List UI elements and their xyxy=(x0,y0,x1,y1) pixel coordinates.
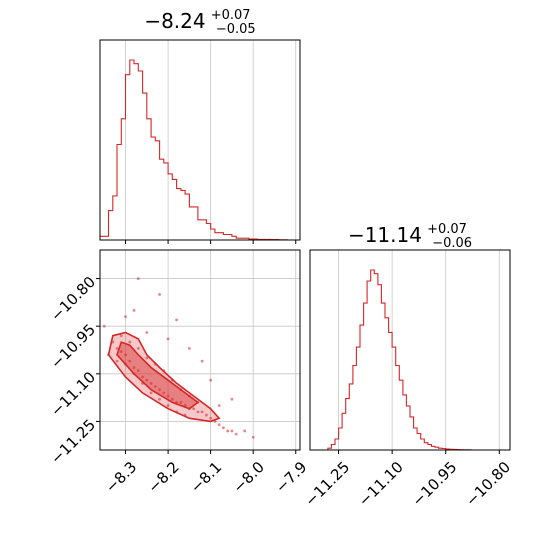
sample-point xyxy=(200,410,204,414)
sample-point xyxy=(119,350,123,353)
sample-point xyxy=(128,359,132,363)
sample-point xyxy=(166,404,170,407)
sample-point xyxy=(124,315,127,319)
title-value: −8.24 xyxy=(144,9,205,33)
sample-point xyxy=(128,340,132,344)
sample-point xyxy=(162,391,166,395)
sample-point xyxy=(243,429,247,433)
title-upper-error: +0.07 xyxy=(211,8,251,23)
sample-point xyxy=(200,359,204,363)
sample-point xyxy=(136,347,140,350)
x-tick-label: −8.2 xyxy=(144,458,182,496)
sample-point xyxy=(175,318,178,322)
sample-point xyxy=(136,369,140,373)
marginal-histogram-y: −11.25 −11.10 −10.95 −10.80 −11.14 +0.07 −0… xyxy=(301,218,514,510)
sample-point xyxy=(153,385,157,388)
sample-point xyxy=(230,397,234,401)
y-tick-label: −10.95 xyxy=(47,321,99,373)
sample-point xyxy=(166,394,170,398)
sample-point xyxy=(145,331,149,334)
sample-point xyxy=(115,347,119,350)
axes-frame xyxy=(99,39,301,241)
sample-point xyxy=(136,277,140,280)
sample-point xyxy=(158,397,161,401)
x-tick-label: −8.0 xyxy=(229,458,267,496)
x-tick-label: −10.80 xyxy=(462,458,514,510)
x-tick-label: −10.95 xyxy=(408,458,460,510)
marginal-title-x: −8.24 +0.07 −0.05 xyxy=(144,4,255,37)
x-tick-label: −8.1 xyxy=(187,458,225,496)
sample-point xyxy=(217,423,221,427)
sample-point xyxy=(217,404,221,407)
sample-point xyxy=(119,334,123,338)
sample-point xyxy=(102,324,106,328)
sample-point xyxy=(179,400,183,404)
sample-point xyxy=(132,308,136,312)
title-lower-error: −0.06 xyxy=(432,236,472,251)
sample-point xyxy=(124,353,127,357)
axes-frame xyxy=(99,249,301,451)
sample-point xyxy=(145,378,149,382)
x-tick-label: −11.10 xyxy=(355,458,407,510)
marginal-histogram-x: −8.24 +0.07 −0.05 xyxy=(99,4,301,244)
title-value: −11.14 xyxy=(348,223,422,247)
sample-point xyxy=(115,359,119,363)
sample-point xyxy=(226,429,230,433)
sample-point xyxy=(234,432,238,436)
sample-point xyxy=(149,381,153,385)
contour-inner xyxy=(116,341,200,410)
sample-point xyxy=(196,410,200,414)
sample-point xyxy=(209,378,213,382)
sample-point xyxy=(204,413,208,417)
sample-point xyxy=(158,293,161,296)
histogram-step xyxy=(310,269,510,451)
title-upper-error: +0.07 xyxy=(427,222,467,237)
sample-point xyxy=(209,416,213,420)
y-tick-label: −11.10 xyxy=(47,368,99,420)
sample-point xyxy=(222,426,225,430)
marginal-title-y: −11.14 +0.07 −0.06 xyxy=(348,218,472,251)
sample-point xyxy=(149,391,153,395)
title-lower-error: −0.05 xyxy=(216,22,256,37)
sample-point xyxy=(192,407,196,411)
axes-frame xyxy=(309,249,511,451)
joint-scatter: −8.3 −8.2 −8.1 −8.0 −7.9 −10.80−10.95−11.10−1… xyxy=(47,249,310,497)
sample-point xyxy=(170,397,174,401)
sample-point xyxy=(251,435,255,439)
y-tick-label: −10.80 xyxy=(47,273,99,325)
sample-point xyxy=(187,347,191,350)
sample-point xyxy=(145,356,149,360)
sample-point xyxy=(141,375,144,379)
x-tick-label: −7.9 xyxy=(272,458,310,496)
sample-point xyxy=(230,429,234,433)
y-tick-label: −11.25 xyxy=(47,416,99,468)
x-tick-label: −8.3 xyxy=(102,458,140,496)
sample-point xyxy=(158,388,161,392)
sample-point xyxy=(166,337,170,341)
histogram-step xyxy=(100,59,300,241)
x-tick-label: −11.25 xyxy=(301,458,353,510)
sample-point xyxy=(132,366,136,369)
